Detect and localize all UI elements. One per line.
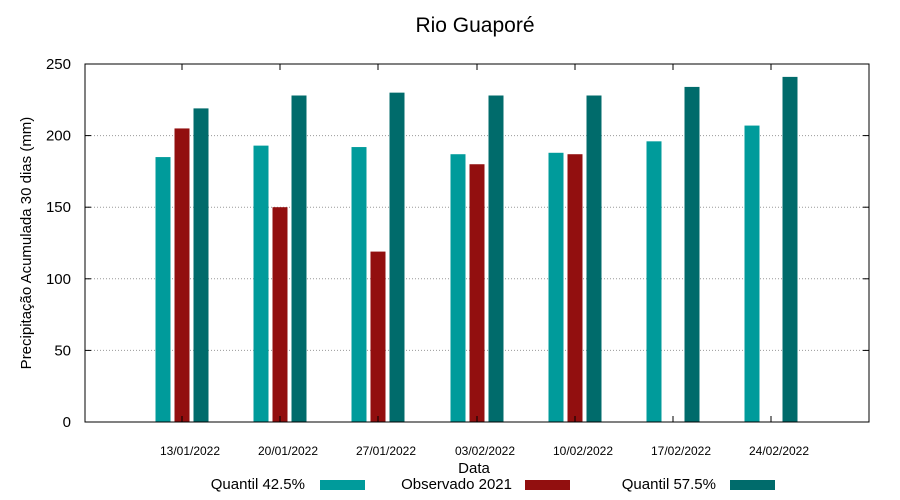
y-tick-label: 200 <box>46 128 71 145</box>
y-axis-ticks: 0 50 100 150 200 250 <box>46 56 869 431</box>
bar-observado-2021 <box>174 128 190 422</box>
legend-label: Quantil 57.5% <box>622 476 716 493</box>
bar-quantil-57 <box>586 95 602 422</box>
bar-quantil-57 <box>193 108 209 422</box>
legend-label: Quantil 42.5% <box>211 476 305 493</box>
x-tick-label: 20/01/2022 <box>258 444 318 458</box>
x-tick-label: 10/02/2022 <box>553 444 613 458</box>
bar-quantil-42 <box>253 145 269 422</box>
bars <box>155 76 798 423</box>
y-tick-label: 0 <box>63 414 71 431</box>
y-tick-label: 50 <box>54 342 71 359</box>
legend-swatch <box>525 480 570 490</box>
bar-quantil-42 <box>548 152 564 422</box>
bar-quantil-42 <box>646 141 662 422</box>
bar-quantil-42 <box>155 157 171 422</box>
chart-title: Rio Guaporé <box>415 14 534 37</box>
bar-quantil-57 <box>389 92 405 422</box>
y-tick-label: 150 <box>46 199 71 216</box>
x-tick-label: 13/01/2022 <box>160 444 220 458</box>
legend: Quantil 42.5% Observado 2021 Quantil 57.5% <box>211 476 775 493</box>
bar-observado-2021 <box>567 154 583 422</box>
y-tick-label: 100 <box>46 271 71 288</box>
x-tick-label: 24/02/2022 <box>749 444 809 458</box>
bar-observado-2021 <box>469 164 485 423</box>
legend-label: Observado 2021 <box>401 476 512 493</box>
bar-quantil-42 <box>351 147 367 422</box>
bar-quantil-42 <box>450 154 466 422</box>
x-tick-label: 27/01/2022 <box>356 444 416 458</box>
x-axis-ticks: 13/01/2022 20/01/2022 27/01/2022 03/02/2022… <box>160 64 809 458</box>
x-tick-label: 03/02/2022 <box>455 444 515 458</box>
bar-quantil-57 <box>782 76 798 422</box>
bar-quantil-57 <box>488 95 504 422</box>
bar-quantil-57 <box>684 86 700 423</box>
legend-swatch <box>730 480 775 490</box>
y-tick-label: 250 <box>46 56 71 73</box>
bar-observado-2021 <box>370 251 386 422</box>
x-axis-label: Data <box>458 460 490 477</box>
bar-quantil-57 <box>291 95 307 422</box>
x-tick-label: 17/02/2022 <box>651 444 711 458</box>
bar-quantil-42 <box>744 125 760 423</box>
legend-swatch <box>320 480 365 490</box>
bar-observado-2021 <box>272 207 288 422</box>
y-axis-label: Precipitação Acumulada 30 dias (mm) <box>18 117 35 370</box>
